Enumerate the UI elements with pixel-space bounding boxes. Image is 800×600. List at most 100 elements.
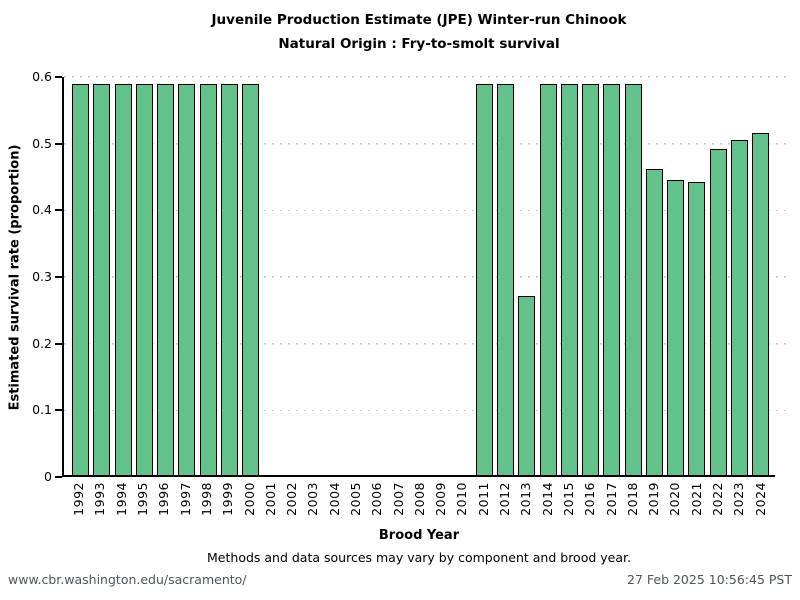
x-tick-label-2009: 2009 <box>433 482 449 516</box>
bar-slot-2013 <box>516 77 537 475</box>
bar-slot-2000 <box>240 77 261 475</box>
x-tick-label-2003: 2003 <box>305 482 321 516</box>
bar-slot-1999 <box>219 77 240 475</box>
x-tick-slot-2000: 2000 <box>238 482 259 528</box>
bar-slot-2014 <box>538 77 559 475</box>
bar-2014 <box>539 83 557 475</box>
x-tick-slot-2010: 2010 <box>451 482 472 528</box>
chart-title-line1: Juvenile Production Estimate (JPE) Winte… <box>211 12 627 28</box>
x-tick-label-2010: 2010 <box>454 482 470 516</box>
bar-2013 <box>518 295 536 475</box>
x-tick-label-2018: 2018 <box>624 482 640 516</box>
x-tick-label-2005: 2005 <box>348 482 363 516</box>
gridline-0.2 <box>64 342 787 345</box>
bar-2016 <box>582 83 600 475</box>
x-tick-label-2022: 2022 <box>710 482 726 516</box>
x-tick-slot-2014: 2014 <box>537 482 558 528</box>
x-tick-slot-2017: 2017 <box>600 482 621 528</box>
bar-1995 <box>135 83 153 475</box>
x-tick-slot-2002: 2002 <box>281 482 302 528</box>
bar-1999 <box>220 83 238 475</box>
gridline-0.3 <box>64 276 787 278</box>
bar-slot-2019 <box>644 77 665 475</box>
bar-slot-2024 <box>750 77 771 475</box>
x-tick-slot-1999: 1999 <box>217 482 238 528</box>
y-tick-label-0.2: 0.2 <box>32 335 52 351</box>
x-axis-labels: 1992 1993 1994 1995 1996 1997 1998 1999 2000 2001… <box>62 482 775 528</box>
x-tick-label-2006: 2006 <box>369 482 385 516</box>
x-tick-slot-2009: 2009 <box>430 482 451 528</box>
x-tick-label-1994: 1994 <box>113 482 129 516</box>
bar-slot-2002 <box>283 77 304 475</box>
x-tick-slot-2015: 2015 <box>558 482 579 528</box>
x-tick-slot-1998: 1998 <box>196 482 217 528</box>
bar-slot-2007 <box>389 77 410 475</box>
x-tick-label-2017: 2017 <box>603 482 619 516</box>
x-tick-slot-1995: 1995 <box>132 482 153 528</box>
x-tick-slot-1994: 1994 <box>111 482 132 528</box>
x-tick-label-2001: 2001 <box>262 482 278 516</box>
x-tick-slot-2020: 2020 <box>664 482 685 528</box>
bar-slot-2005 <box>346 77 367 475</box>
bar-slot-1992 <box>70 77 91 475</box>
bar-slot-2001 <box>261 77 282 475</box>
x-tick-slot-2011: 2011 <box>473 482 494 528</box>
y-tick-label-0.3: 0.3 <box>32 269 52 284</box>
bar-slot-2010 <box>453 77 474 475</box>
x-tick-slot-1993: 1993 <box>89 482 110 528</box>
x-tick-label-2004: 2004 <box>326 482 342 516</box>
bar-slot-2015 <box>559 77 580 475</box>
x-tick-slot-2022: 2022 <box>707 482 728 528</box>
bar-2018 <box>624 83 642 475</box>
bar-slot-1998 <box>198 77 219 475</box>
bar-1998 <box>199 83 217 475</box>
gridline-0.1 <box>64 409 787 412</box>
bar-slot-1993 <box>91 77 112 475</box>
bar-1993 <box>93 83 111 475</box>
x-tick-label-1992: 1992 <box>71 482 87 516</box>
y-tick-label-0.6: 0.6 <box>32 69 52 84</box>
bar-slot-2016 <box>580 77 601 475</box>
x-tick-slot-1992: 1992 <box>68 482 89 528</box>
bar-2023 <box>730 140 748 475</box>
gridline-0.6 <box>64 76 787 78</box>
y-tick-mark-0.2 <box>55 342 62 345</box>
x-tick-slot-2021: 2021 <box>686 482 707 528</box>
bar-slot-2018 <box>623 77 644 475</box>
y-tick-mark-0.5 <box>55 142 62 145</box>
gridline-0.5 <box>64 142 787 145</box>
x-tick-label-2014: 2014 <box>539 482 555 516</box>
bar-slot-1994 <box>113 77 134 475</box>
x-tick-label-2020: 2020 <box>667 482 683 516</box>
bar-slot-1996 <box>155 77 176 475</box>
x-tick-slot-2005: 2005 <box>345 482 366 528</box>
bar-slot-2023 <box>729 77 750 475</box>
bar-2012 <box>497 83 515 475</box>
bar-2020 <box>667 179 685 475</box>
x-tick-label-2008: 2008 <box>411 482 427 516</box>
bar-slot-2004 <box>325 77 346 475</box>
x-tick-label-2021: 2021 <box>688 482 704 516</box>
footer-timestamp: 27 Feb 2025 10:56:45 PST <box>627 572 792 587</box>
x-tick-label-2011: 2011 <box>475 482 491 516</box>
x-tick-label-1993: 1993 <box>92 482 108 516</box>
x-tick-slot-2012: 2012 <box>494 482 515 528</box>
x-tick-label-2016: 2016 <box>582 482 598 516</box>
x-tick-slot-2001: 2001 <box>260 482 281 528</box>
x-tick-label-1998: 1998 <box>198 482 214 516</box>
x-tick-slot-2013: 2013 <box>515 482 536 528</box>
y-tick-mark-0.4 <box>55 209 62 212</box>
bar-1994 <box>114 83 132 475</box>
x-tick-label-2012: 2012 <box>497 482 513 516</box>
y-tick-mark-0.3 <box>55 276 62 278</box>
bar-slot-2012 <box>495 77 516 475</box>
x-tick-label-2007: 2007 <box>390 482 406 516</box>
bar-slot-2009 <box>431 77 452 475</box>
bar-slot-2017 <box>601 77 622 475</box>
bar-slot-1997 <box>176 77 197 475</box>
y-tick-label-0.1: 0.1 <box>32 402 52 418</box>
footer-url: www.cbr.washington.edu/sacramento/ <box>8 572 247 587</box>
bar-2011 <box>475 83 493 475</box>
bar-slot-2003 <box>304 77 325 475</box>
